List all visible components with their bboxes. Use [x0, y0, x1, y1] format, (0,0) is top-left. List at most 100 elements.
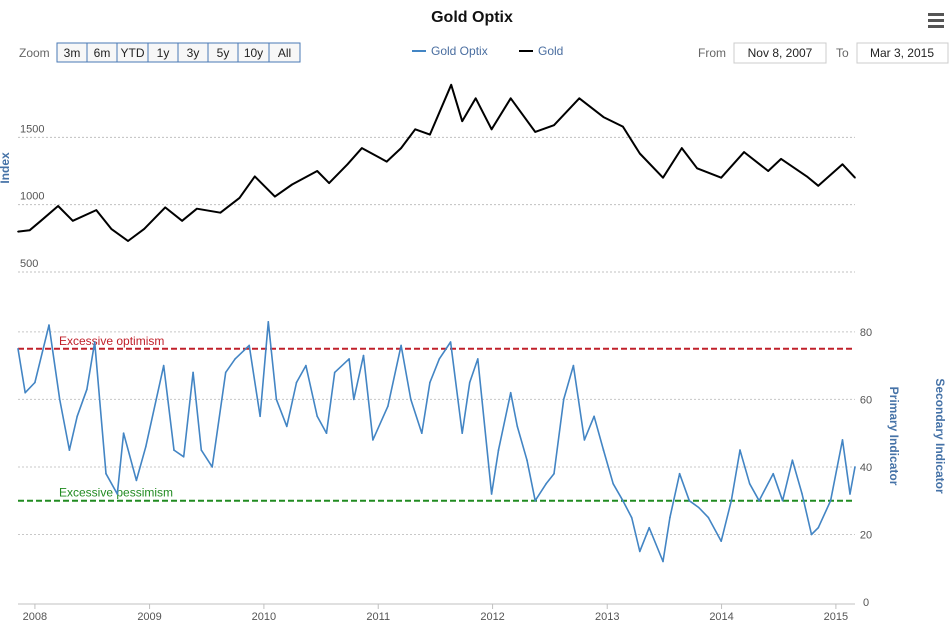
to-date-value: Mar 3, 2015 [870, 46, 934, 60]
plot-line-label-excessive-optimism: Excessive optimism [59, 334, 164, 348]
data-point-gold-26 [461, 120, 464, 122]
zoom-label: Zoom [19, 46, 50, 60]
zoom-button-ytd[interactable]: YTD [116, 42, 149, 63]
data-point-gold-optix-19 [211, 466, 213, 468]
optix-tick-label-20: 20 [860, 529, 872, 541]
data-point-gold-optix-39 [421, 432, 423, 435]
zoom-button-label: YTD [121, 46, 145, 60]
zoom-button-5y[interactable]: 5y [207, 42, 239, 63]
data-point-gold-optix-62 [639, 550, 641, 553]
data-point-gold-7 [127, 240, 129, 242]
data-point-gold-optix-32 [348, 358, 350, 360]
data-point-gold-optix-2 [34, 381, 36, 384]
data-point-gold-44 [817, 185, 820, 187]
data-point-gold-optix-27 [295, 381, 298, 384]
gold-tick-label-1500: 1500 [20, 123, 44, 135]
data-point-gold-11 [196, 207, 198, 210]
data-point-gold-optix-82 [841, 439, 844, 441]
data-point-gold-38 [696, 167, 698, 170]
data-point-gold-optix-75 [772, 472, 774, 475]
data-point-gold-optix-78 [801, 493, 803, 495]
data-point-gold-optix-66 [678, 472, 681, 475]
data-point-gold-4 [72, 220, 74, 222]
data-point-gold-optix-31 [333, 371, 336, 374]
optix-tick-label-40: 40 [860, 462, 872, 474]
data-point-gold-8 [143, 228, 145, 230]
x-tick-label-2014: 2014 [709, 611, 733, 623]
data-point-gold-23 [414, 128, 417, 131]
x-tick-label-2015: 2015 [824, 611, 848, 623]
legend-item-gold[interactable]: Gold [519, 44, 563, 58]
zoom-button-3y[interactable]: 3y [177, 42, 209, 63]
secondary-indicator-axis-title: Secondary Indicator [933, 378, 947, 494]
zoom-button-label: All [278, 46, 291, 60]
data-point-gold-42 [780, 158, 782, 160]
data-point-gold-optix-12 [135, 479, 138, 482]
data-point-gold-optix-56 [583, 439, 586, 441]
legend: Gold Optix Gold [412, 44, 563, 58]
zoom-button-6m[interactable]: 6m [86, 42, 118, 63]
data-point-gold-43 [806, 175, 808, 178]
data-point-gold-34 [622, 125, 624, 128]
data-point-gold-10 [181, 220, 183, 222]
data-point-gold-37 [681, 147, 683, 149]
data-point-gold-optix-47 [497, 449, 500, 451]
data-point-gold-optix-11 [122, 432, 125, 435]
gold-tick-label-500: 500 [20, 258, 38, 270]
x-tick-label-2011: 2011 [366, 611, 390, 623]
data-point-gold-optix-26 [286, 425, 288, 428]
data-point-gold-optix-40 [429, 381, 431, 384]
data-point-gold-6 [110, 228, 113, 230]
data-point-gold-optix-17 [192, 371, 194, 374]
data-point-gold-optix-24 [267, 321, 270, 323]
data-point-gold-optix-18 [200, 449, 203, 451]
zoom-button-all[interactable]: All [268, 42, 301, 63]
zoom-button-label: 5y [217, 46, 230, 60]
primary-indicator-axis-title: Primary Indicator [887, 387, 901, 486]
data-point-gold-optix-34 [362, 354, 365, 357]
data-point-gold-optix-28 [305, 364, 307, 367]
data-point-gold-29 [509, 97, 512, 100]
data-point-gold-optix-63 [648, 526, 650, 529]
series-layer [17, 83, 856, 563]
data-point-gold-15 [274, 195, 276, 198]
data-point-gold-optix-71 [730, 499, 733, 502]
data-point-gold-optix-48 [509, 391, 512, 394]
data-point-gold-1 [28, 229, 31, 232]
data-point-gold-optix-49 [516, 425, 519, 428]
data-point-gold-optix-54 [562, 398, 565, 401]
zoom-button-1y[interactable]: 1y [147, 42, 179, 63]
legend-label: Gold [538, 44, 563, 58]
data-point-gold-optix-83 [849, 493, 851, 495]
from-date-value: Nov 8, 2007 [748, 46, 813, 60]
data-point-gold-optix-76 [781, 499, 784, 502]
data-point-gold-optix-21 [234, 358, 236, 360]
data-point-gold-2 [40, 220, 42, 222]
zoom-button-3m[interactable]: 3m [56, 42, 88, 63]
data-point-gold-optix-35 [372, 439, 374, 441]
x-tick-label-2013: 2013 [595, 611, 619, 623]
legend-item-gold-optix[interactable]: Gold Optix [412, 44, 488, 58]
data-point-gold-optix-8 [93, 341, 96, 343]
data-point-gold-41 [767, 170, 769, 172]
menu-icon[interactable] [928, 13, 944, 28]
data-point-gold-optix-38 [410, 398, 412, 401]
data-point-gold-optix-33 [353, 398, 355, 401]
gold-gridlines [18, 136, 855, 273]
data-point-gold-28 [490, 128, 493, 131]
from-label: From [698, 46, 726, 60]
from-date-input[interactable]: Nov 8, 2007 [733, 42, 827, 64]
to-date-input[interactable]: Mar 3, 2015 [856, 42, 949, 64]
data-point-gold-optix-81 [829, 499, 832, 502]
data-point-gold-optix-30 [325, 432, 328, 435]
data-point-gold-30 [534, 131, 536, 133]
data-point-gold-optix-57 [593, 415, 595, 418]
data-point-gold-39 [720, 176, 722, 179]
zoom-button-label: 6m [94, 46, 111, 60]
data-point-gold-20 [361, 147, 363, 149]
data-point-gold-optix-80 [817, 526, 820, 529]
optix-tick-label-60: 60 [860, 394, 872, 406]
data-point-gold-optix-44 [468, 381, 471, 384]
zoom-button-10y[interactable]: 10y [237, 42, 270, 63]
